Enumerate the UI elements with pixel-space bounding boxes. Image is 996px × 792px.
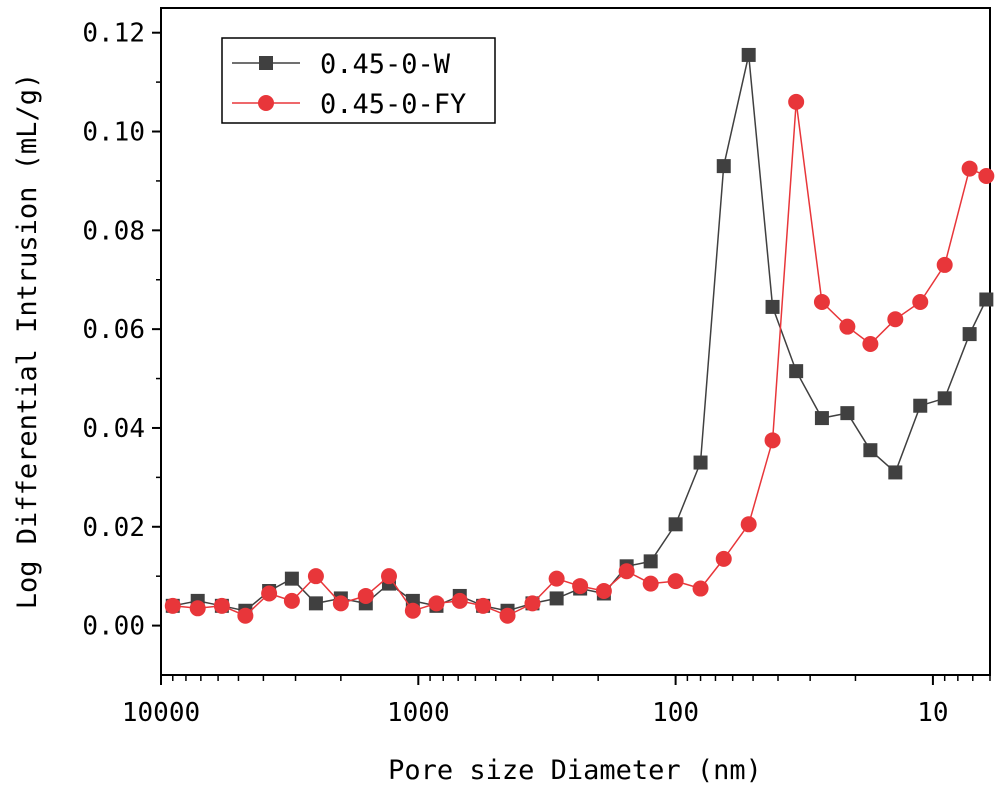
series-1-point-26 (788, 93, 805, 110)
series-1-point-28 (839, 318, 856, 335)
series-1-point-21 (667, 573, 684, 590)
series-1-point-16 (548, 570, 565, 587)
series-0-point-33 (962, 327, 977, 342)
series-1-point-17 (572, 578, 589, 595)
y-tick-label-2: 0.04 (82, 414, 145, 444)
series-0-point-28 (840, 406, 855, 421)
series-0-point-34 (979, 292, 994, 307)
y-tick-label-0: 0.00 (82, 612, 145, 642)
x-tick-label-3: 10 (917, 698, 948, 728)
series-layer (164, 47, 995, 624)
series-1-point-5 (283, 592, 300, 609)
legend-label-1: 0.45-0-FY (320, 89, 466, 120)
series-0-point-27 (814, 411, 829, 426)
series-0-point-25 (765, 299, 780, 314)
series-0-point-30 (888, 465, 903, 480)
series-0-point-26 (789, 364, 804, 379)
series-0-point-29 (863, 443, 878, 458)
series-1-point-4 (261, 585, 278, 602)
legend-label-0: 0.45-0-W (320, 49, 451, 80)
series-1-point-22 (692, 580, 709, 597)
series-1-point-3 (237, 607, 254, 624)
series-1-point-12 (451, 592, 468, 609)
series-1-point-33 (961, 160, 978, 177)
series-0-point-32 (937, 391, 952, 406)
series-1-point-6 (307, 568, 324, 585)
series-1-point-29 (862, 335, 879, 352)
series-line-1 (172, 101, 987, 617)
x-tick-label-2: 100 (652, 698, 699, 728)
legend-marker-0 (259, 56, 273, 70)
series-1-point-7 (332, 595, 349, 612)
series-0-point-20 (643, 554, 658, 569)
x-axis-title: Pore size Diameter (nm) (388, 755, 762, 786)
series-1-point-31 (912, 293, 929, 310)
series-0-point-5 (284, 571, 299, 586)
series-1-point-15 (524, 595, 541, 612)
y-axis-title: Log Differential Intrusion (mL/g) (12, 73, 43, 609)
y-axis: 0.00 0.02 0.04 0.06 0.08 0.10 0.12 (82, 19, 161, 642)
series-1-point-0 (164, 597, 181, 614)
series-1-point-25 (764, 432, 781, 449)
y-tick-label-6: 0.12 (82, 19, 145, 49)
series-1-point-32 (936, 256, 953, 273)
series-1-point-24 (740, 516, 757, 533)
series-1-point-13 (475, 597, 492, 614)
x-tick-label-1: 1000 (387, 698, 450, 728)
series-line-0 (172, 54, 987, 612)
series-0-point-16 (549, 591, 564, 606)
series-1-point-10 (404, 602, 421, 619)
series-0-point-6 (308, 596, 323, 611)
y-tick-label-5: 0.10 (82, 118, 145, 148)
series-0-point-23 (716, 159, 731, 174)
series-0-point-31 (913, 398, 928, 413)
y-tick-label-4: 0.08 (82, 216, 145, 246)
series-1-point-1 (189, 600, 206, 617)
series-0-point-22 (693, 455, 708, 470)
series-1-point-34 (978, 167, 995, 184)
series-0-point-24 (741, 47, 756, 62)
series-1-point-27 (813, 293, 830, 310)
series-1-point-18 (595, 583, 612, 600)
x-tick-label-0: 10000 (122, 698, 200, 728)
plot-frame (160, 7, 991, 676)
series-1-point-2 (213, 597, 230, 614)
y-tick-label-3: 0.06 (82, 315, 145, 345)
series-1-point-20 (642, 575, 659, 592)
series-1-point-19 (618, 563, 635, 580)
series-1-point-8 (357, 587, 374, 604)
y-tick-label-1: 0.02 (82, 513, 145, 543)
series-0-point-21 (668, 517, 683, 532)
series-1-point-11 (428, 595, 445, 612)
series-1-point-23 (715, 550, 732, 567)
legend-marker-1 (258, 95, 274, 111)
x-axis: 10000 1000 100 10 (122, 675, 991, 728)
series-1-point-30 (887, 311, 904, 328)
series-1-point-14 (499, 607, 516, 624)
legend: 0.45-0-W 0.45-0-FY (221, 37, 496, 124)
series-1-point-9 (380, 568, 397, 585)
